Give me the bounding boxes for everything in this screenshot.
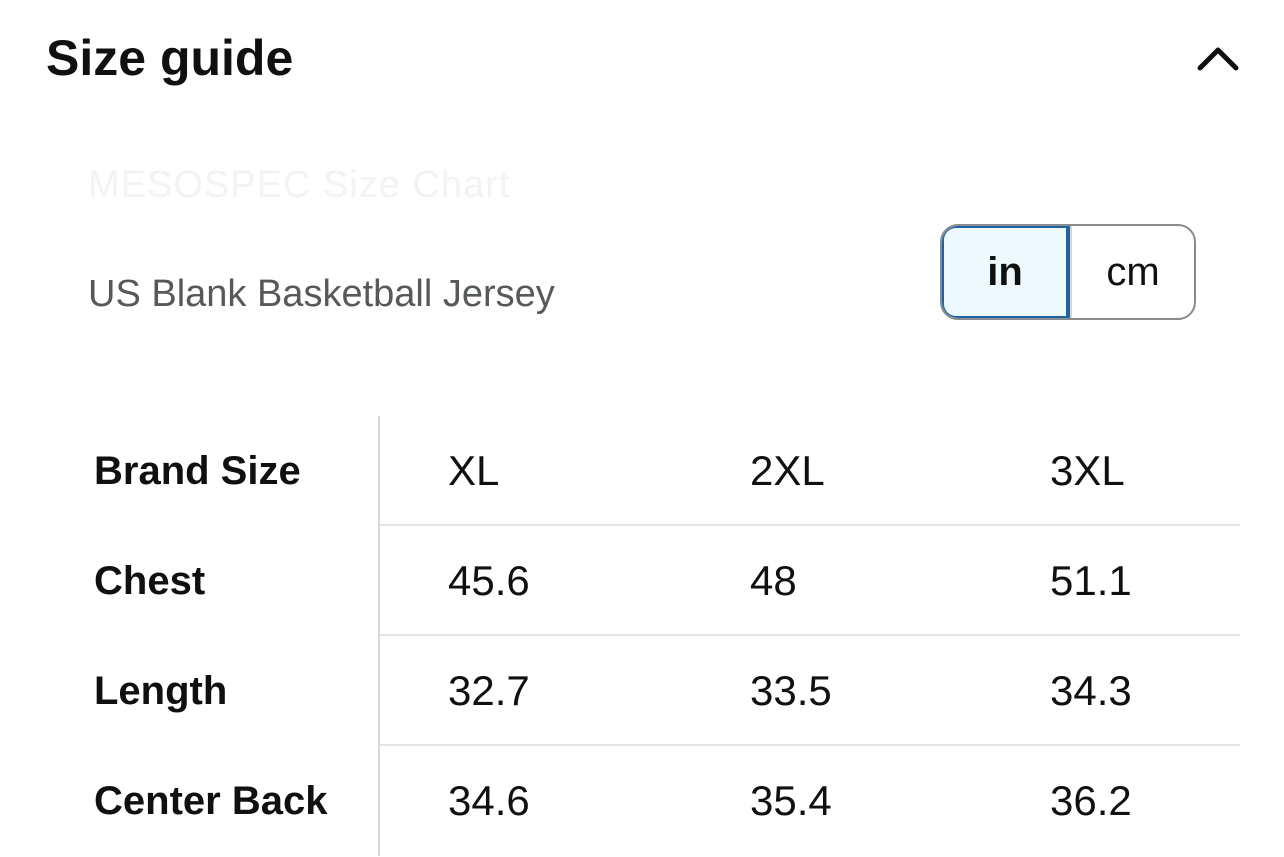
table-cell: 33.5 bbox=[750, 667, 832, 714]
table-cell: 32.7 bbox=[448, 667, 530, 714]
row-header-chest: Chest bbox=[46, 526, 380, 636]
collapse-button[interactable] bbox=[1190, 30, 1246, 86]
table-row: Brand Size XL 2XL 3XL bbox=[46, 416, 1240, 526]
table-cell: XL bbox=[448, 447, 500, 494]
product-subtitle: US Blank Basketball Jersey bbox=[88, 273, 555, 315]
page-title: Size guide bbox=[46, 30, 294, 86]
table-cell: 36.2 bbox=[1050, 777, 1132, 824]
table-cell: 48 bbox=[750, 557, 797, 604]
size-table: Brand Size XL 2XL 3XL Chest 45.6 48 51.1… bbox=[46, 416, 1240, 856]
chevron-up-icon bbox=[1197, 47, 1239, 71]
unit-toggle: in cm bbox=[940, 224, 1196, 320]
table-cell: 45.6 bbox=[448, 557, 530, 604]
size-chart-label: MESOSPEC Size Chart bbox=[88, 164, 511, 206]
unit-option-in[interactable]: in bbox=[942, 226, 1070, 318]
table-row: Center Back 34.6 35.4 36.2 bbox=[46, 746, 1240, 856]
table-row: Chest 45.6 48 51.1 bbox=[46, 526, 1240, 636]
table-row: Length 32.7 33.5 34.3 bbox=[46, 636, 1240, 746]
table-cell: 51.1 bbox=[1050, 557, 1132, 604]
size-guide-header: Size guide bbox=[46, 26, 1246, 96]
row-header-center-back: Center Back bbox=[46, 746, 380, 856]
table-cell: 2XL bbox=[750, 447, 825, 494]
table-cell: 34.3 bbox=[1050, 667, 1132, 714]
table-cell: 3XL bbox=[1050, 447, 1125, 494]
row-header-brand-size: Brand Size bbox=[46, 416, 380, 526]
row-header-length: Length bbox=[46, 636, 380, 746]
unit-option-cm[interactable]: cm bbox=[1070, 226, 1194, 318]
table-cell: 34.6 bbox=[448, 777, 530, 824]
table-cell: 35.4 bbox=[750, 777, 832, 824]
